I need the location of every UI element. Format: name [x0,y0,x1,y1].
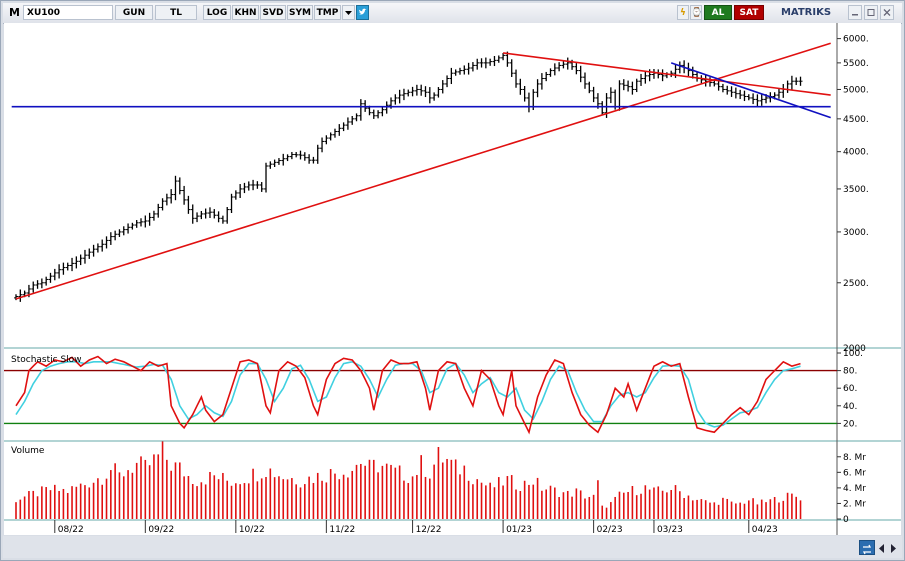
stochastic-y-tick-label: 60. [843,384,857,394]
price-y-tick-label: 4000. [843,148,869,158]
tmp-dropdown-arrow-icon[interactable] [342,5,355,20]
scroll-right-icon[interactable] [888,540,898,553]
chart-area[interactable]: 2500. 3000. 3500. 4000. 4500. 5000. 5500. 6000.… [4,23,901,535]
currency-button[interactable]: TL [155,5,197,20]
stochastic-y-tick-label: 40. [843,402,857,412]
stochastic-d-line [15,360,801,428]
restore-icon[interactable] [864,5,878,20]
x-tick-label: 12/22 [416,525,442,535]
sell-button[interactable]: SAT [734,5,764,20]
scroll-left-icon[interactable] [877,540,887,553]
sym-button[interactable]: SYM [287,5,313,20]
volume-y-tick-label: 6. Mr [843,468,866,478]
volume-y-tick-label: 4. Mr [843,484,866,494]
chart-toolbar: M XU100 GUN TL LOG KHN SVD SYM TMP ϟ ⌚ A… [3,3,902,24]
bottom-bar [3,536,902,558]
buy-button[interactable]: AL [704,5,732,20]
short-downtrend-trendline [670,62,831,119]
clock-icon[interactable]: ⌚ [690,5,702,20]
x-tick-label: 09/22 [148,525,174,535]
price-y-tick-label: 2500. [843,279,869,289]
volume-y-tick-label: 8. Mr [843,453,866,463]
stochastic-y-tick-label: 20. [843,419,857,429]
minimize-icon[interactable] [848,5,862,20]
x-tick-label: 04/23 [752,525,778,535]
x-tick-label: 11/22 [329,525,355,535]
brand-logo: MATRIKS [780,7,832,18]
rising-support-trendline [15,42,831,300]
lightning-icon[interactable]: ϟ [677,5,689,20]
khn-button[interactable]: KHN [232,5,259,20]
x-tick-label: 10/22 [239,525,265,535]
x-tick-label: 01/23 [506,525,532,535]
price-y-tick-label: 5500. [843,59,869,69]
price-y-tick-label: 3500. [843,185,869,195]
stochastic-k-line [15,355,801,435]
x-tick-label: 03/23 [657,525,683,535]
refresh-icon[interactable] [859,540,875,555]
stochastic-y-tick-label: 80. [843,367,857,377]
price-y-tick-label: 2000 [843,344,866,354]
window-menu-label[interactable]: M [9,6,20,19]
x-tick-label: 02/23 [597,525,623,535]
volume-title: Volume [11,446,45,456]
price-y-tick-label: 5000. [843,85,869,95]
stochastic-title: Stochastic Slow [11,355,82,365]
volume-y-tick-label: 2. Mr [843,499,866,509]
period-button[interactable]: GUN [115,5,153,20]
close-icon[interactable] [880,5,894,20]
twitter-icon[interactable] [356,5,369,20]
price-y-tick-label: 3000. [843,228,869,238]
price-y-tick-label: 4500. [843,115,869,125]
chart-svg[interactable]: 2500. 3000. 3500. 4000. 4500. 5000. 5500. 6000.… [4,23,901,535]
price-y-tick-label: 6000. [843,35,869,45]
stochastic-y-tick-label: 100. [843,349,863,359]
falling-resistance-trendline [502,52,831,96]
volume-y-tick-label: 0 [843,515,849,525]
x-tick-label: 08/22 [58,525,84,535]
svd-button[interactable]: SVD [260,5,286,20]
log-button[interactable]: LOG [203,5,231,20]
tmp-button[interactable]: TMP [314,5,341,20]
symbol-input[interactable]: XU100 [23,5,113,20]
